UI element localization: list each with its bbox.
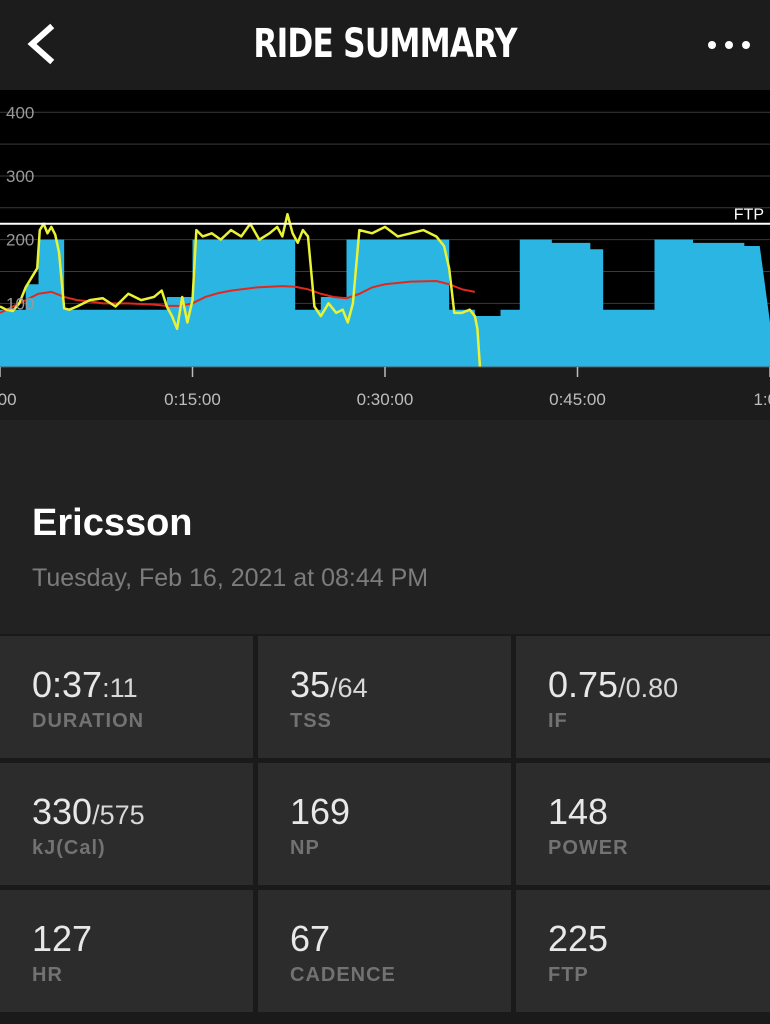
y-tick-label: 400 (6, 103, 34, 122)
stat-tile-if: 0.75/0.80 IF (516, 636, 770, 758)
more-options-button[interactable] (704, 30, 754, 60)
stat-label: NP (290, 837, 320, 859)
stat-tile-energy: 330/575 kJ(Cal) (0, 763, 253, 885)
page-title: RIDE SUMMARY (253, 21, 517, 67)
power-line (0, 212, 482, 368)
stat-value: 225 (548, 918, 609, 959)
stat-label: FTP (548, 964, 589, 986)
x-tick-label: 1:00 (753, 390, 770, 409)
stat-subvalue: /0.80 (618, 673, 679, 703)
stat-tile-duration: 0:37:11 DURATION (0, 636, 253, 758)
stat-label: TSS (290, 710, 332, 732)
ftp-label: FTP (734, 207, 764, 224)
stat-value: 148 (548, 791, 609, 832)
power-chart-svg: FTP 100 200 300 400 0:00 0:15:00 0:30:00 0:45:00… (0, 90, 770, 409)
stat-label: IF (548, 710, 568, 732)
stat-subvalue: /575 (92, 800, 145, 830)
y-tick-label: 100 (6, 294, 34, 313)
stat-tile-ftp: 225 FTP (516, 890, 770, 1012)
stat-value: 127 (32, 918, 93, 959)
stat-tile-power: 148 POWER (516, 763, 770, 885)
stat-tile-cadence: 67 CADENCE (258, 890, 511, 1012)
stat-label: POWER (548, 837, 629, 859)
stat-value: 169 (290, 791, 351, 832)
stat-label: kJ(Cal) (32, 837, 106, 859)
ride-date: Tuesday, Feb 16, 2021 at 08:44 PM (32, 564, 429, 592)
stat-tile-np: 169 NP (258, 763, 511, 885)
ride-name: Ericsson (32, 502, 193, 544)
stat-tile-hr: 127 HR (0, 890, 253, 1012)
stat-tile-tss: 35/64 TSS (258, 636, 511, 758)
stat-value: 35 (290, 664, 331, 705)
x-tick-label: 0:45:00 (549, 390, 606, 409)
heart-rate-line (0, 280, 476, 314)
top-navigation-bar: RIDE SUMMARY (0, 0, 770, 90)
back-button[interactable] (20, 22, 64, 66)
y-tick-label: 300 (6, 167, 34, 186)
stat-value: 0.75 (548, 664, 619, 705)
stat-value: 67 (290, 918, 331, 959)
stat-label: DURATION (32, 710, 145, 732)
stats-grid: 0:37:11 DURATION 35/64 TSS 0.75/0.80 IF … (0, 634, 770, 1024)
x-tick-label: 0:00 (0, 390, 17, 409)
stat-value: 0:37 (32, 664, 103, 705)
stat-subvalue: /64 (330, 673, 368, 703)
x-tick-label: 0:15:00 (164, 390, 221, 409)
stat-label: HR (32, 964, 63, 986)
stat-value: 330 (32, 791, 93, 832)
x-tick-label: 0:30:00 (357, 390, 414, 409)
stat-label: CADENCE (290, 964, 396, 986)
chevron-left-icon (27, 23, 55, 65)
y-tick-label: 200 (6, 231, 34, 250)
stat-subvalue: :11 (102, 673, 138, 703)
ride-chart: FTP 100 200 300 400 0:00 0:15:00 0:30:00 0:45:00… (0, 90, 770, 420)
more-dots-icon (708, 41, 716, 49)
target-power-area (0, 239, 770, 367)
